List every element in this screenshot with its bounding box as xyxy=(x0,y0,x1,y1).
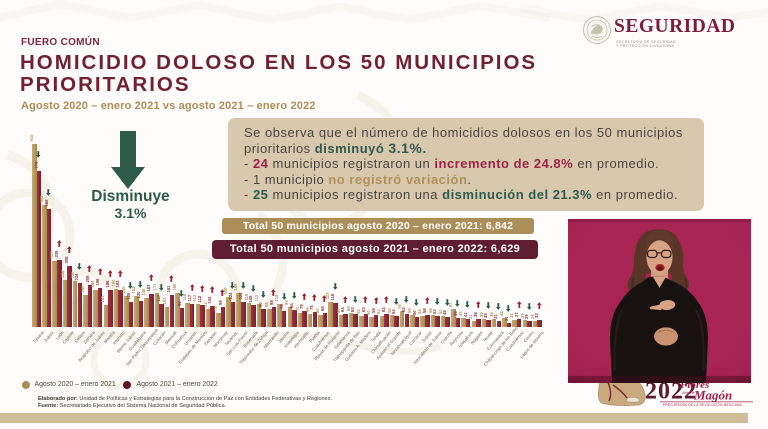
svg-text:Magón: Magón xyxy=(693,388,732,403)
svg-text:Año de: Año de xyxy=(681,390,695,395)
svg-text:PRECURSORA DE LA REVOLUCIÓN ME: PRECURSORA DE LA REVOLUCIÓN MEXICANA xyxy=(663,402,743,407)
